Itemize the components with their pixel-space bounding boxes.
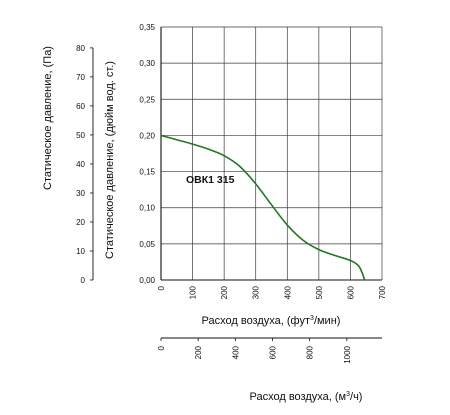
x2-tick-label: 600 <box>268 345 277 359</box>
x2-axis-title-text: Расход воздуха, (м <box>250 391 347 403</box>
y-axis-title: Статическое давление, (дюйм вод. ст.) <box>104 61 116 259</box>
x2-tick-label: 200 <box>194 345 203 359</box>
x-tick-label: 500 <box>315 285 324 299</box>
y2-tick-label: 50 <box>76 131 85 140</box>
x2-axis-title-superscript: 3 <box>346 391 350 398</box>
grid <box>160 26 383 281</box>
x-tick-label: 700 <box>378 285 387 299</box>
x2-tick-label: 0 <box>157 345 166 350</box>
x-axis-title: Расход воздуха, (фут3/мин) <box>202 315 341 327</box>
y2-tick-label: 10 <box>76 247 85 256</box>
x-tick-label: 600 <box>346 285 355 299</box>
x2-tick-label: 800 <box>306 345 315 359</box>
y-tick-label: 0,35 <box>139 23 155 32</box>
tick-labels: 0,000,050,100,150,200,250,300,350 100 200 3… <box>76 23 387 364</box>
x2-tick-label: 1000 <box>343 345 352 363</box>
model-label: ОВК1 315 <box>186 174 235 186</box>
performance-curve <box>160 134 366 281</box>
y-tick-label: 0,30 <box>139 59 155 68</box>
x-axis-title-superscript: 3 <box>310 315 314 322</box>
y2-tick-label: 70 <box>76 73 85 82</box>
y2-tick-label: 60 <box>76 102 85 111</box>
y-tick-label: 0,25 <box>139 95 155 104</box>
x-axis-title-text: Расход воздуха, (фут <box>202 315 311 327</box>
x2-axis-title-unit: /ч) <box>350 391 362 403</box>
y2-tick-label: 0 <box>81 276 86 285</box>
y-tick-label: 0,15 <box>139 168 155 177</box>
x-axis-title-unit: /мин) <box>314 315 341 327</box>
y-tick-label: 0,00 <box>139 276 155 285</box>
x-tick-label: 0 <box>157 285 166 290</box>
y-tick-label: 0,20 <box>139 131 155 140</box>
y-tick-label: 0,10 <box>139 204 155 213</box>
y2-axis-title: Статическое давление, (Па) <box>42 46 54 190</box>
data-series <box>160 134 366 281</box>
y2-tick-label: 40 <box>76 160 85 169</box>
y2-tick-label: 80 <box>76 44 85 53</box>
axes <box>90 27 382 341</box>
x-tick-label: 100 <box>189 285 198 299</box>
x-tick-label: 400 <box>283 285 292 299</box>
y2-tick-label: 20 <box>76 218 85 227</box>
y2-tick-label: 30 <box>76 189 85 198</box>
x2-axis-title: Расход воздуха, (м3/ч) <box>250 391 363 403</box>
x-tick-label: 300 <box>252 285 261 299</box>
x2-tick-label: 400 <box>231 345 240 359</box>
y-tick-label: 0,05 <box>139 240 155 249</box>
x-tick-label: 200 <box>220 285 229 299</box>
